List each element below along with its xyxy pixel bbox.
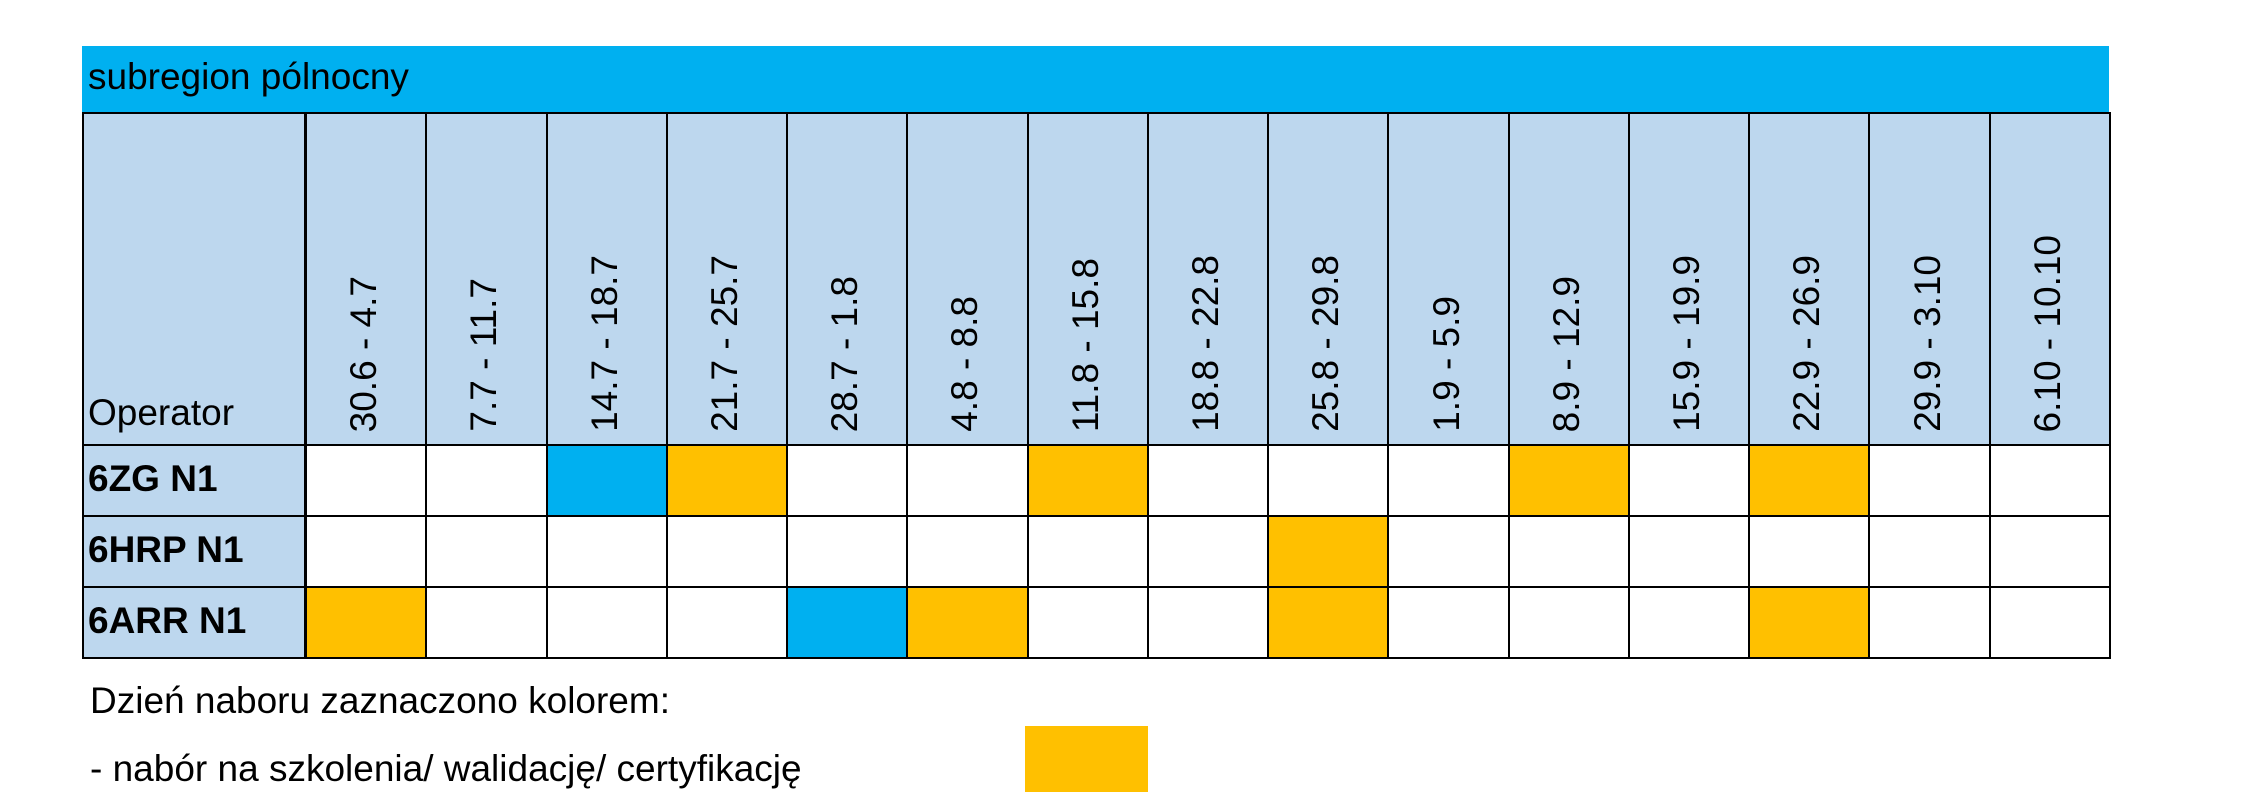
legend-swatch: [1025, 726, 1148, 792]
cell: [786, 515, 909, 588]
cell: [1387, 444, 1510, 517]
header-cell: [425, 112, 548, 446]
cell: [1627, 586, 1751, 659]
header-cell: [545, 112, 668, 446]
header-cell: [1627, 112, 1751, 446]
column-label: 4.8 - 8.8: [944, 296, 986, 432]
cell: [1267, 444, 1390, 517]
cell: [906, 515, 1029, 588]
legend-intro: Dzień naboru zaznaczono kolorem:: [90, 680, 670, 721]
operator-name: 6HRP N1: [88, 529, 244, 570]
cell: [665, 515, 789, 588]
row-header: [82, 586, 306, 659]
cell: [1988, 444, 2111, 517]
cell: [786, 444, 909, 517]
cell: [305, 586, 428, 659]
operator-label: Operator: [88, 392, 235, 433]
cell: [1146, 586, 1270, 659]
cell: [305, 444, 428, 517]
legend-item: - nabór na szkolenia/ walidację/ certyfi…: [90, 748, 802, 789]
header-cell: [665, 112, 789, 446]
column-label: 15.9 - 19.9: [1666, 255, 1708, 432]
header-cell: [82, 112, 306, 446]
header-cell: [786, 112, 909, 446]
column-label: 28.7 - 1.8: [824, 275, 866, 432]
cell: [1868, 586, 1991, 659]
cell: [665, 444, 789, 517]
header-cell: [1868, 112, 1991, 446]
column-label: 22.9 - 26.9: [1786, 255, 1828, 432]
operator-name: 6ZG N1: [88, 458, 218, 499]
cell: [1267, 515, 1390, 588]
cell: [1387, 515, 1510, 588]
title: subregion pólnocny: [88, 56, 409, 97]
column-label: 14.7 - 18.7: [583, 255, 625, 432]
header-cell: [1387, 112, 1510, 446]
column-label: 29.9 - 3.10: [1906, 255, 1948, 432]
cell: [1507, 444, 1630, 517]
cell: [1026, 515, 1149, 588]
cell: [305, 515, 428, 588]
column-label: 25.8 - 29.8: [1305, 255, 1347, 432]
cell: [1146, 515, 1270, 588]
cell: [1146, 444, 1270, 517]
row-header: [82, 444, 306, 517]
row-header: [82, 515, 306, 588]
cell: [1988, 515, 2111, 588]
operator-name: 6ARR N1: [88, 600, 247, 641]
cell: [1868, 515, 1991, 588]
cell: [1387, 586, 1510, 659]
title-bar: [82, 46, 2109, 112]
cell: [906, 586, 1029, 659]
cell: [786, 586, 909, 659]
column-label: 8.9 - 12.9: [1545, 275, 1587, 432]
cell: [906, 444, 1029, 517]
cell: [1026, 444, 1149, 517]
column-label: 1.9 - 5.9: [1425, 296, 1467, 432]
cell: [1868, 444, 1991, 517]
cell: [1026, 586, 1149, 659]
cell: [425, 586, 548, 659]
column-label: 21.7 - 25.7: [703, 255, 745, 432]
cell: [545, 515, 668, 588]
cell: [1748, 444, 1871, 517]
column-label: 11.8 - 15.8: [1064, 257, 1106, 432]
cell: [1748, 586, 1871, 659]
column-label: 18.8 - 22.8: [1185, 255, 1226, 432]
header-cell: [1146, 112, 1270, 446]
column-label: 7.7 - 11.7: [463, 278, 505, 432]
column-label: 6.10 - 10.10: [2026, 234, 2068, 432]
cell: [545, 444, 668, 517]
column-label: 30.6 - 4.7: [343, 275, 385, 432]
cell: [425, 515, 548, 588]
cell: [545, 586, 668, 659]
cell: [1988, 586, 2111, 659]
cell: [1267, 586, 1390, 659]
header-cell: [1026, 112, 1149, 446]
cell: [1627, 444, 1751, 517]
cell: [665, 586, 789, 659]
cell: [1627, 515, 1751, 588]
cell: [1507, 586, 1630, 659]
cell: [425, 444, 548, 517]
header-cell: [1507, 112, 1630, 446]
cell: [1507, 515, 1630, 588]
header-cell: [1988, 112, 2111, 446]
cell: [1748, 515, 1871, 588]
header-cell: [1748, 112, 1871, 446]
